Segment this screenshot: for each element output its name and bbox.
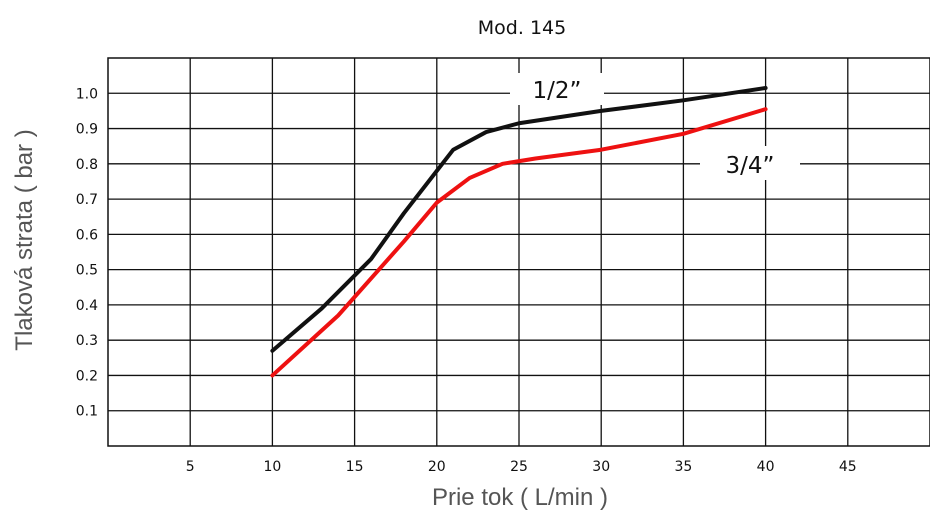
x-tick-label: 10 [263, 459, 281, 475]
series-label-bg [510, 73, 604, 105]
y-tick-label: 0.9 [76, 122, 98, 138]
x-tick-label: 15 [346, 459, 364, 475]
x-tick-label: 20 [428, 459, 446, 475]
series-line-1 [270, 85, 768, 353]
x-tick-label: 5 [186, 459, 195, 475]
series-label-1: 1/2” [533, 78, 582, 104]
x-axis-label: Prie tok ( L/min ) [432, 484, 608, 511]
x-tick-label: 45 [839, 459, 857, 475]
chart-title: Mod. 145 [478, 17, 566, 39]
y-axis-label: Tlaková strata ( bar ) [11, 129, 38, 350]
x-tick-label: 35 [674, 459, 692, 475]
y-tick-label: 0.8 [76, 157, 98, 173]
y-tick-label: 0.2 [76, 368, 98, 384]
series-labels: 1/2” 3/4” [510, 73, 800, 180]
grid-lines [108, 58, 930, 446]
y-tick-label: 0.6 [76, 227, 98, 243]
y-tick-label: 0.1 [76, 404, 98, 420]
y-tick-label: 0.3 [76, 333, 98, 349]
x-tick-label: 30 [592, 459, 610, 475]
x-tick-label: 25 [510, 459, 528, 475]
y-axis-ticks: 0.1 0.2 0.3 0.4 0.5 0.6 0.7 0.8 0.9 1.0 [76, 86, 98, 419]
series-line-2 [270, 107, 768, 378]
y-tick-label: 1.0 [76, 86, 98, 102]
series-label-2: 3/4” [726, 153, 775, 179]
series-label-bg [700, 146, 800, 180]
y-tick-label: 0.7 [76, 192, 98, 208]
x-axis-ticks: 5 10 15 20 25 30 35 40 45 [186, 459, 857, 475]
series-lines [270, 85, 768, 378]
y-tick-label: 0.4 [76, 298, 98, 314]
y-tick-label: 0.5 [76, 263, 98, 279]
x-tick-label: 40 [757, 459, 775, 475]
